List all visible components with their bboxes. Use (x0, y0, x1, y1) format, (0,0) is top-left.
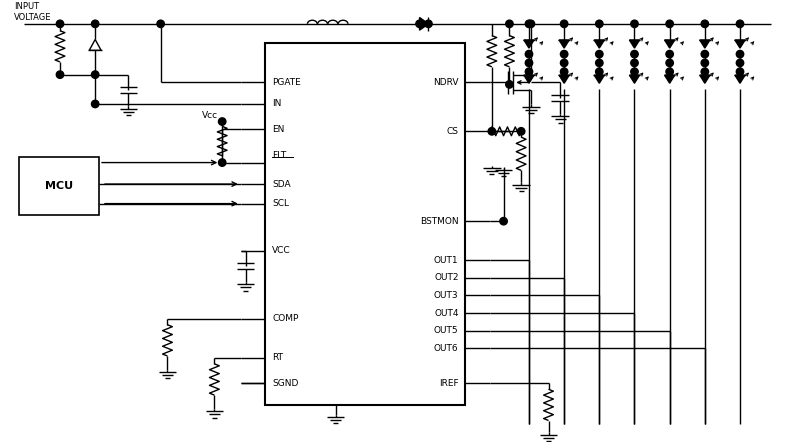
Polygon shape (665, 40, 674, 48)
Circle shape (595, 68, 603, 76)
Polygon shape (700, 40, 710, 48)
Circle shape (526, 20, 533, 27)
Circle shape (595, 50, 603, 58)
Text: CS: CS (446, 127, 458, 136)
Bar (265, 43, 466, 405)
Polygon shape (735, 40, 745, 48)
Polygon shape (559, 75, 570, 83)
Polygon shape (665, 75, 674, 83)
Circle shape (736, 59, 744, 67)
Circle shape (527, 20, 534, 27)
Circle shape (561, 50, 568, 58)
Circle shape (666, 59, 674, 67)
Circle shape (91, 20, 99, 27)
Circle shape (701, 59, 709, 67)
Text: OUT3: OUT3 (434, 291, 458, 300)
Text: BSTMON: BSTMON (420, 217, 458, 226)
Circle shape (701, 20, 709, 27)
Circle shape (666, 50, 674, 58)
Circle shape (56, 71, 64, 78)
Text: OUT4: OUT4 (434, 309, 458, 317)
Circle shape (91, 71, 99, 78)
Text: INPUT
VOLTAGE: INPUT VOLTAGE (14, 3, 51, 22)
Polygon shape (700, 75, 710, 83)
Circle shape (56, 20, 64, 27)
Circle shape (701, 68, 709, 76)
Polygon shape (524, 40, 534, 48)
Circle shape (666, 68, 674, 76)
Polygon shape (630, 75, 639, 83)
Bar (19, 157, 99, 215)
Text: OUT1: OUT1 (434, 256, 458, 265)
Circle shape (506, 20, 513, 27)
Text: NDRV: NDRV (433, 78, 458, 87)
Text: SCL: SCL (272, 199, 289, 208)
Circle shape (561, 20, 568, 27)
Text: RT: RT (272, 354, 283, 362)
Polygon shape (594, 40, 604, 48)
Circle shape (526, 59, 533, 67)
Circle shape (518, 128, 525, 135)
Polygon shape (524, 75, 534, 83)
Text: SDA: SDA (272, 179, 290, 189)
Text: IN: IN (272, 99, 282, 108)
Circle shape (630, 50, 638, 58)
Circle shape (526, 50, 533, 58)
Polygon shape (630, 40, 639, 48)
Text: Vcc: Vcc (202, 110, 218, 120)
Circle shape (500, 217, 507, 225)
Circle shape (157, 20, 164, 27)
Circle shape (506, 81, 513, 88)
Circle shape (595, 59, 603, 67)
Text: OUT5: OUT5 (434, 326, 458, 335)
Circle shape (630, 20, 638, 27)
Polygon shape (90, 39, 101, 50)
Polygon shape (559, 40, 570, 48)
Polygon shape (419, 18, 429, 30)
Text: OUT2: OUT2 (434, 273, 458, 282)
Text: IREF: IREF (439, 379, 458, 388)
Circle shape (701, 50, 709, 58)
Circle shape (736, 50, 744, 58)
Text: VCC: VCC (272, 246, 290, 255)
Circle shape (736, 20, 744, 27)
Text: EN: EN (272, 125, 284, 134)
Circle shape (218, 159, 226, 166)
Text: OUT6: OUT6 (434, 344, 458, 353)
Circle shape (425, 20, 432, 27)
Text: COMP: COMP (272, 314, 298, 324)
Circle shape (736, 68, 744, 76)
Circle shape (416, 20, 423, 27)
Text: MCU: MCU (45, 181, 73, 191)
Circle shape (630, 68, 638, 76)
Circle shape (595, 20, 603, 27)
Text: FLT: FLT (272, 151, 286, 160)
Text: SGND: SGND (272, 379, 298, 388)
Circle shape (91, 100, 99, 108)
Circle shape (488, 128, 495, 135)
Polygon shape (735, 75, 745, 83)
Polygon shape (594, 75, 604, 83)
Circle shape (218, 118, 226, 125)
Text: PGATE: PGATE (272, 78, 301, 87)
Circle shape (526, 68, 533, 76)
Circle shape (666, 20, 674, 27)
Circle shape (630, 59, 638, 67)
Circle shape (561, 59, 568, 67)
Circle shape (561, 68, 568, 76)
